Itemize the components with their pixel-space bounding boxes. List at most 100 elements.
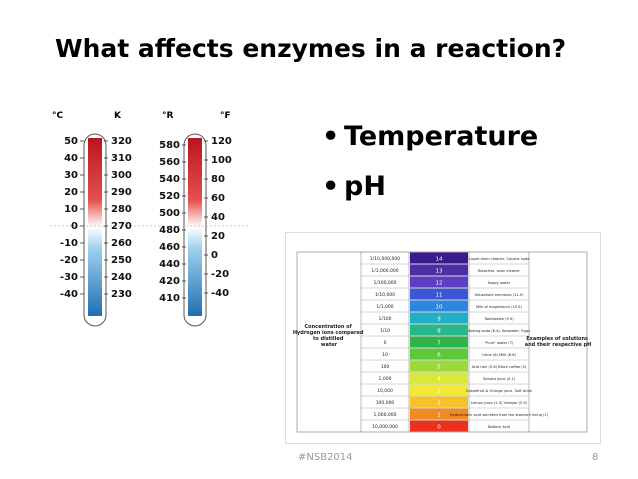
fahrenheit-tick-label: 20 [211, 231, 225, 242]
ph-value: 4 [437, 377, 441, 383]
rankine-tick-label: 460 [159, 242, 180, 253]
ph-value: 11 [436, 293, 443, 299]
ph-concentration: 100 [381, 364, 390, 370]
slide-title: What affects enzymes in a reaction? [55, 34, 567, 63]
ph-color-cell [410, 300, 468, 312]
celsius-tick-label: 50 [64, 136, 78, 147]
ph-value: 0 [437, 425, 441, 431]
celsius-tick-label: 0 [71, 221, 78, 232]
ph-concentration: 10,000 [377, 388, 393, 394]
unit-rankine: °R [162, 111, 174, 121]
ph-value: 2 [437, 401, 441, 407]
ph-concentration: 1/10,000 [375, 292, 395, 298]
ph-color-cell [410, 276, 468, 288]
ph-concentration: 1,000,000 [374, 412, 397, 418]
celsius-tick-label: -20 [60, 255, 78, 266]
rankine-tick-label: 560 [159, 157, 180, 168]
kelvin-tick-label: 280 [111, 204, 132, 215]
celsius-tick-label: -30 [60, 272, 78, 283]
ph-color-cell [410, 408, 468, 420]
page-number: 8 [592, 452, 599, 463]
celsius-tick-label: 30 [64, 170, 78, 181]
ph-example: Baking soda (8.4), Seawater, Eggs [468, 329, 530, 333]
kelvin-tick-label: 260 [111, 238, 132, 249]
ph-value: 9 [437, 317, 441, 323]
celsius-tick-label: 40 [64, 153, 78, 164]
ph-value: 12 [436, 281, 443, 287]
ph-example: Liquid drain cleaner, Caustic soda [469, 257, 530, 261]
ph-value: 14 [436, 257, 443, 263]
rankine-tick-label: 480 [159, 225, 180, 236]
bullet-ph: pH [344, 171, 386, 202]
ph-concentration: 1/10 [380, 328, 390, 334]
celsius-tick-label: 20 [64, 187, 78, 198]
ph-value: 3 [437, 389, 441, 395]
right-thermometer-fill [188, 138, 202, 316]
ph-example: Toothpaste (9.9) [483, 317, 514, 321]
bullet-item: • pH [322, 171, 386, 202]
celsius-tick-label: -10 [60, 238, 78, 249]
ph-color-cell [410, 252, 468, 264]
unit-celsius: °C [52, 111, 64, 121]
ph-example: Soapy water [488, 281, 511, 285]
left-thermometer-fill [88, 138, 102, 316]
ph-concentration: 1/100 [379, 316, 392, 322]
kelvin-tick-label: 250 [111, 255, 132, 266]
ph-value: 6 [437, 353, 441, 359]
ph-example: Household ammonia (11.9) [475, 293, 525, 297]
ph-concentration: 10,000,000 [372, 424, 398, 430]
celsius-tick-label: 10 [64, 204, 78, 215]
ph-value: 8 [437, 329, 441, 335]
ph-value: 5 [437, 365, 441, 371]
ph-example: Hydrochloric acid secreted from the stom… [450, 413, 549, 417]
ph-concentration: 10 [382, 352, 388, 358]
bullet-temperature: Temperature [344, 121, 539, 152]
ph-table-rows: 1/10,000,000 14 Liquid drain cleaner, Caus… [296, 251, 588, 433]
ph-example: Urine (6) Milk (6.6) [482, 353, 516, 357]
ph-scale-table: 1/10,000,000 14 Liquid drain cleaner, Caus… [285, 232, 601, 444]
kelvin-tick-label: 290 [111, 187, 132, 198]
kelvin-tick-label: 240 [111, 272, 132, 283]
rankine-tick-label: 440 [159, 259, 180, 270]
rankine-tick-label: 580 [159, 140, 180, 151]
kelvin-tick-label: 300 [111, 170, 132, 181]
ph-example: Acid rain (5.6) Black coffee (5) [472, 365, 527, 369]
ph-example: Bleaches, oven cleaner [478, 269, 520, 273]
fahrenheit-tick-label: 60 [211, 193, 225, 204]
bullet-list: • Temperature • pH [322, 112, 538, 212]
ph-value: 10 [436, 305, 443, 311]
bullet-item: • Temperature [322, 121, 539, 152]
ph-example: Tomato juice (4.1) [482, 377, 516, 381]
ph-concentration: 1/1,000 [376, 304, 393, 310]
ph-color-cell [410, 384, 468, 396]
ph-color-cell [410, 360, 468, 372]
rankine-tick-label: 520 [159, 191, 180, 202]
rankine-tick-label: 410 [159, 293, 180, 304]
thermometers-image: °C K °R °F 50403020100-10-20-30-40320310… [50, 111, 250, 327]
kelvin-tick-label: 320 [111, 136, 132, 147]
fahrenheit-tick-label: 120 [211, 136, 232, 147]
ph-color-cell [410, 348, 468, 360]
ph-concentration: 1/100,000 [374, 280, 397, 286]
ph-concentration: 1/1,000,000 [371, 268, 398, 274]
rankine-tick-label: 500 [159, 208, 180, 219]
unit-fahrenheit: °F [220, 111, 231, 121]
ph-example: Lemon juice (2.3) Vinegar (2.9) [471, 401, 528, 405]
ph-concentration: 0 [384, 340, 387, 346]
kelvin-tick-label: 230 [111, 289, 132, 300]
ph-example: Milk of magnesium (10.5) [476, 305, 523, 309]
rankine-tick-label: 420 [159, 276, 180, 287]
ph-concentration: 100,000 [376, 400, 395, 406]
kelvin-tick-label: 310 [111, 153, 132, 164]
kelvin-tick-label: 270 [111, 221, 132, 232]
fahrenheit-tick-label: 40 [211, 212, 225, 223]
ph-color-cell [410, 420, 468, 432]
ph-color-cell [410, 264, 468, 276]
ph-value: 13 [436, 269, 443, 275]
ph-color-cell [410, 396, 468, 408]
ph-value: 1 [437, 413, 441, 419]
ph-example: Grapefruit & Orange juice, Soft drink [466, 389, 533, 393]
ph-color-cell [410, 288, 468, 300]
ph-color-cell [410, 324, 468, 336]
ph-value: 7 [437, 341, 441, 347]
